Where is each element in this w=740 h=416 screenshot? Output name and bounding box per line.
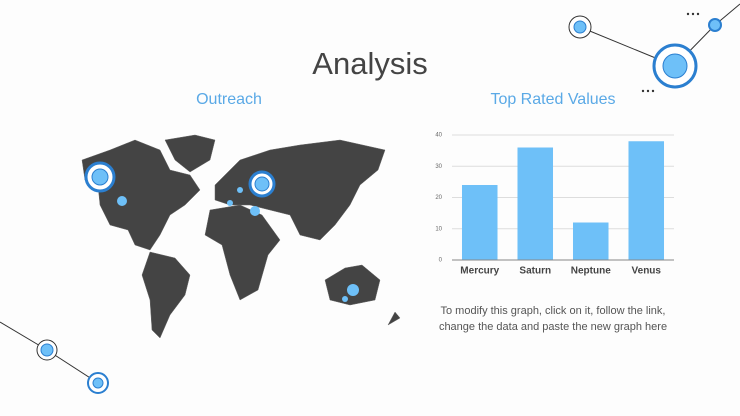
marker (342, 296, 348, 302)
node (40, 343, 54, 357)
bar (572, 222, 609, 260)
x-tick-label: Mercury (460, 266, 499, 277)
slide-title: Analysis (312, 46, 427, 81)
new-zealand (387, 311, 401, 326)
map-markers (84, 161, 359, 302)
caption: change the data and paste the new graph … (439, 321, 667, 333)
eurasia (214, 139, 386, 241)
x-tick-label: Venus (632, 266, 662, 277)
dots (641, 12, 700, 93)
bar (461, 185, 498, 260)
marker (347, 284, 359, 296)
node (662, 53, 688, 79)
chart-title: Top Rated Values (490, 91, 615, 108)
node (92, 377, 104, 389)
map-title: Outreach (196, 91, 262, 108)
x-tick-label: Saturn (519, 266, 551, 277)
africa (204, 204, 281, 301)
bar (628, 141, 665, 260)
y-tick-label: 0 (439, 258, 443, 264)
marker (117, 196, 127, 206)
node (708, 18, 722, 32)
y-tick-label: 20 (435, 195, 442, 201)
marker (237, 187, 243, 193)
connector-line (579, 3, 740, 67)
marker (250, 206, 260, 216)
y-tick-label: 30 (435, 164, 442, 170)
bar-chart: 0 10 20 30 40 Mercury Saturn Neptune Venus (435, 133, 674, 277)
marker (91, 168, 109, 186)
bar (517, 147, 554, 260)
x-tick-label: Neptune (571, 266, 611, 277)
marker (254, 176, 270, 192)
south-america (141, 251, 191, 339)
y-tick-label: 40 (435, 133, 442, 139)
node (573, 20, 587, 34)
greenland (164, 134, 216, 173)
caption: To modify this graph, click on it, follo… (441, 305, 666, 317)
world-map (81, 134, 401, 339)
decoration (0, 3, 740, 394)
y-tick-label: 10 (435, 226, 442, 232)
marker (227, 200, 233, 206)
